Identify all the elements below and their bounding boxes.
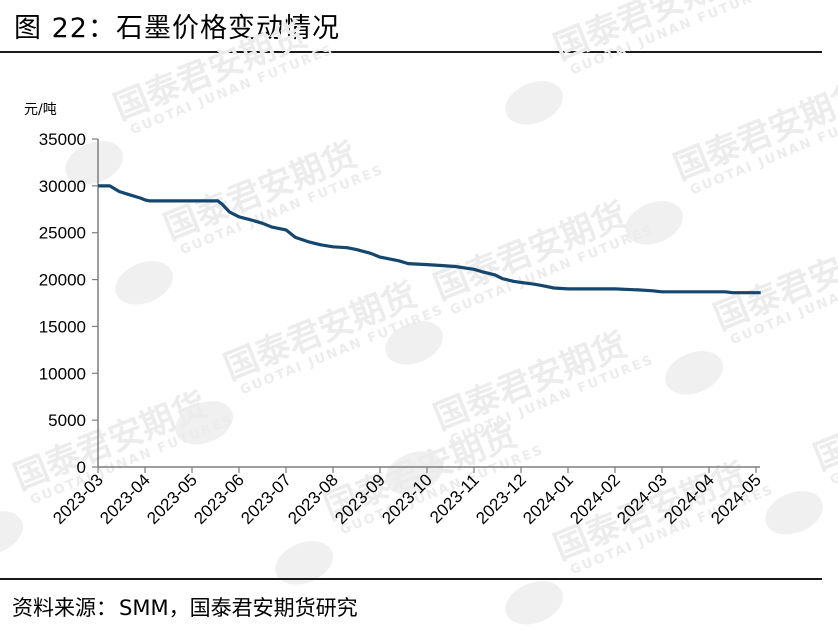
figure-title: 图 22：石墨价格变动情况 xyxy=(14,13,340,44)
series-line xyxy=(98,184,761,295)
top-rule xyxy=(0,51,822,53)
bottom-rule xyxy=(0,578,822,580)
source-note: 资料来源：SMM，国泰君安期货研究 xyxy=(12,592,360,622)
series-layer xyxy=(98,184,761,295)
y-tick-label: 30000 xyxy=(39,177,86,196)
x-tick-label: 2023-07 xyxy=(237,470,295,528)
y-tick-label: 25000 xyxy=(39,224,86,243)
source-label: 资料来源： xyxy=(12,596,117,620)
x-tick-label: 2024-01 xyxy=(519,470,577,528)
chart-axes xyxy=(97,139,760,468)
x-tick-label: 2023-06 xyxy=(190,470,248,528)
svg-text:国泰君安期货: 国泰君安期货 xyxy=(808,365,838,479)
y-axis-ticks: 0 5000 10000 15000 20000 25000 30000 35000 xyxy=(39,130,98,477)
y-tick-label: 10000 xyxy=(39,364,86,383)
y-tick-label: 35000 xyxy=(39,130,86,149)
y-axis-unit-label: 元/吨 xyxy=(24,102,57,118)
y-tick-label: 5000 xyxy=(48,411,86,430)
y-tick-label: 15000 xyxy=(39,317,86,336)
source-text: SMM，国泰君安期货研究 xyxy=(119,596,358,620)
x-tick-label: 2023-05 xyxy=(143,470,201,528)
y-tick-label: 0 xyxy=(77,458,86,477)
y-tick-label: 20000 xyxy=(39,271,86,290)
